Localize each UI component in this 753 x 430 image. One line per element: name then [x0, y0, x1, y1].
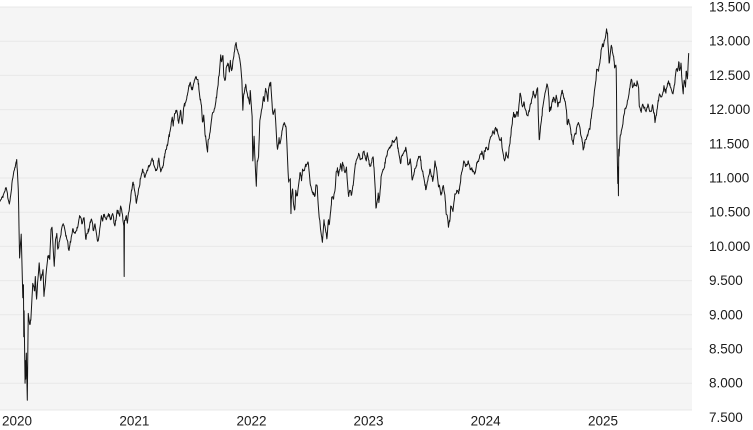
y-tick-label: 13.500: [709, 0, 750, 15]
y-tick-label: 12.000: [709, 102, 750, 117]
x-tick-label: 2025: [588, 414, 618, 429]
y-tick-label: 10.000: [709, 239, 750, 254]
price-line: [0, 28, 690, 401]
y-tick-label: 9.500: [709, 273, 743, 288]
x-tick-label: 2020: [2, 414, 32, 429]
x-tick-label: 2022: [237, 414, 267, 429]
y-tick-label: 10.500: [709, 205, 750, 220]
y-tick-label: 11.500: [709, 136, 749, 151]
plot-background: [0, 7, 692, 410]
y-tick-label: 13.000: [709, 34, 750, 49]
y-tick-label: 12.500: [709, 68, 750, 83]
x-tick-label: 2024: [471, 414, 502, 429]
x-tick-label: 2023: [354, 414, 384, 429]
x-tick-label: 2021: [119, 414, 149, 429]
y-tick-label: 11.000: [709, 171, 749, 186]
y-tick-label: 7.500: [709, 410, 743, 425]
y-tick-label: 8.000: [709, 376, 743, 391]
y-tick-label: 9.000: [709, 307, 743, 322]
y-tick-label: 8.500: [709, 342, 743, 357]
